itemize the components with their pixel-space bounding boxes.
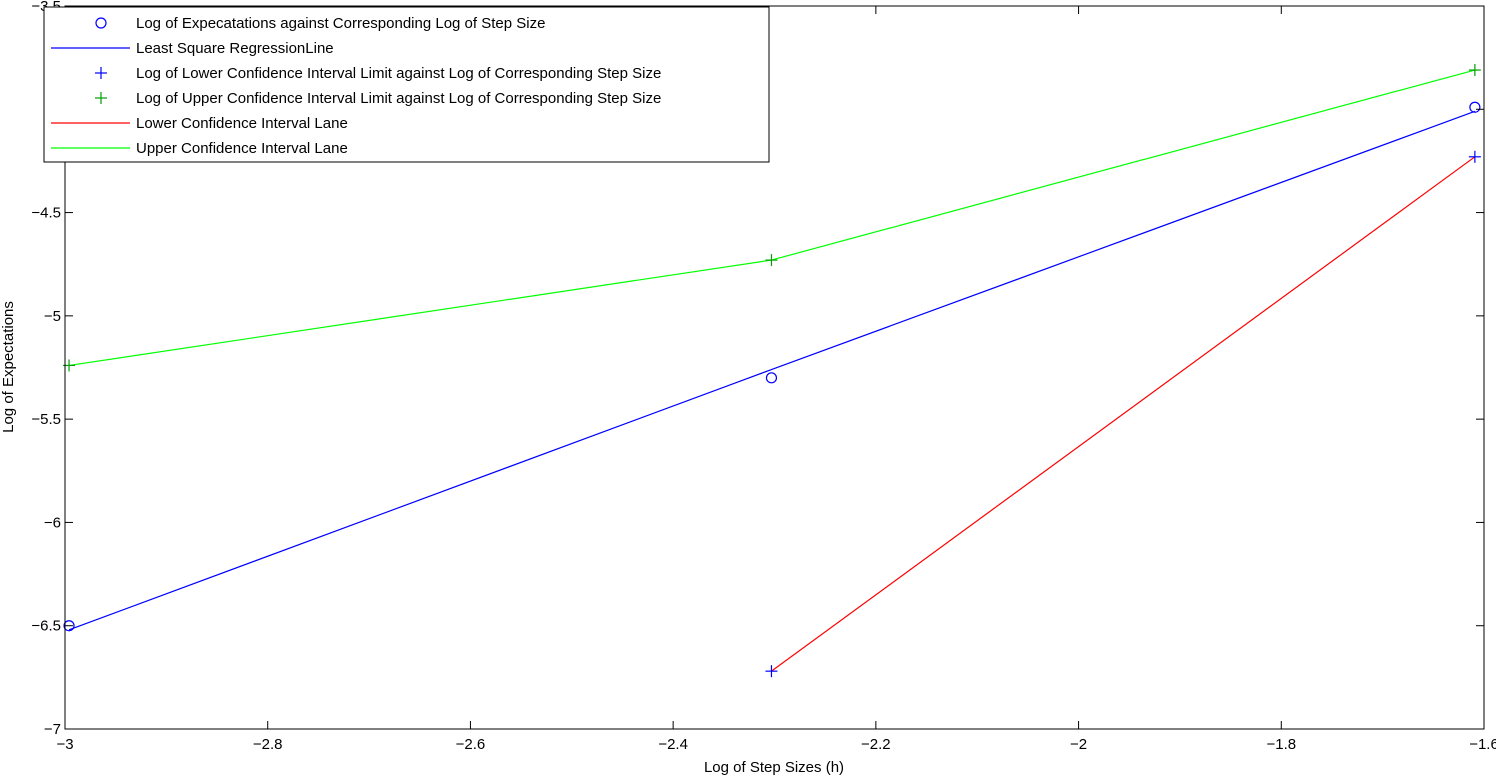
legend-label: Log of Lower Confidence Interval Limit a… — [136, 65, 661, 82]
data-point-plus — [765, 254, 778, 267]
legend-box — [43, 6, 770, 163]
data-point-plus — [95, 92, 107, 104]
data-point-circle — [95, 17, 107, 29]
data-point-plus — [95, 67, 107, 79]
x-tick-label: −2.8 — [253, 736, 283, 753]
y-tick-label: −5.5 — [31, 411, 61, 428]
series-line — [771, 156, 1476, 672]
data-point-circle — [765, 372, 778, 384]
data-point-plus — [765, 665, 778, 678]
legend-label: Lower Confidence Interval Lane — [136, 115, 348, 132]
y-tick-label: −7 — [44, 721, 61, 738]
legend-label: Upper Confidence Interval Lane — [136, 140, 348, 157]
x-tick-label: −1.6 — [1469, 736, 1496, 753]
legend-label: Log of Upper Confidence Interval Limit a… — [136, 90, 661, 107]
data-point-circle — [63, 620, 75, 632]
x-tick-label: −1.8 — [1266, 736, 1296, 753]
y-tick-label: −6.5 — [31, 618, 61, 635]
axes-box — [64, 5, 1485, 730]
y-tick-label: −4.5 — [31, 205, 61, 222]
data-point-circle — [1469, 101, 1481, 113]
y-tick-label: −5 — [44, 308, 61, 325]
data-point-plus — [1468, 64, 1481, 77]
series-line — [68, 110, 1476, 631]
x-tick-label: −3 — [56, 736, 73, 753]
y-tick-label: −6 — [44, 514, 61, 531]
x-tick-label: −2.6 — [456, 736, 486, 753]
x-tick-label: −2 — [1070, 736, 1087, 753]
data-point-plus — [1468, 150, 1481, 163]
y-axis-label: Log of Expectations — [0, 301, 17, 433]
x-tick-label: −2.2 — [861, 736, 891, 753]
legend: Log of Expecatations against Correspondi… — [43, 6, 770, 163]
x-tick-label: −2.4 — [658, 736, 688, 753]
x-axis-label: Log of Step Sizes (h) — [704, 759, 844, 776]
legend-label: Least Square RegressionLine — [136, 40, 334, 57]
legend-label: Log of Expecatations against Correspondi… — [136, 15, 545, 32]
